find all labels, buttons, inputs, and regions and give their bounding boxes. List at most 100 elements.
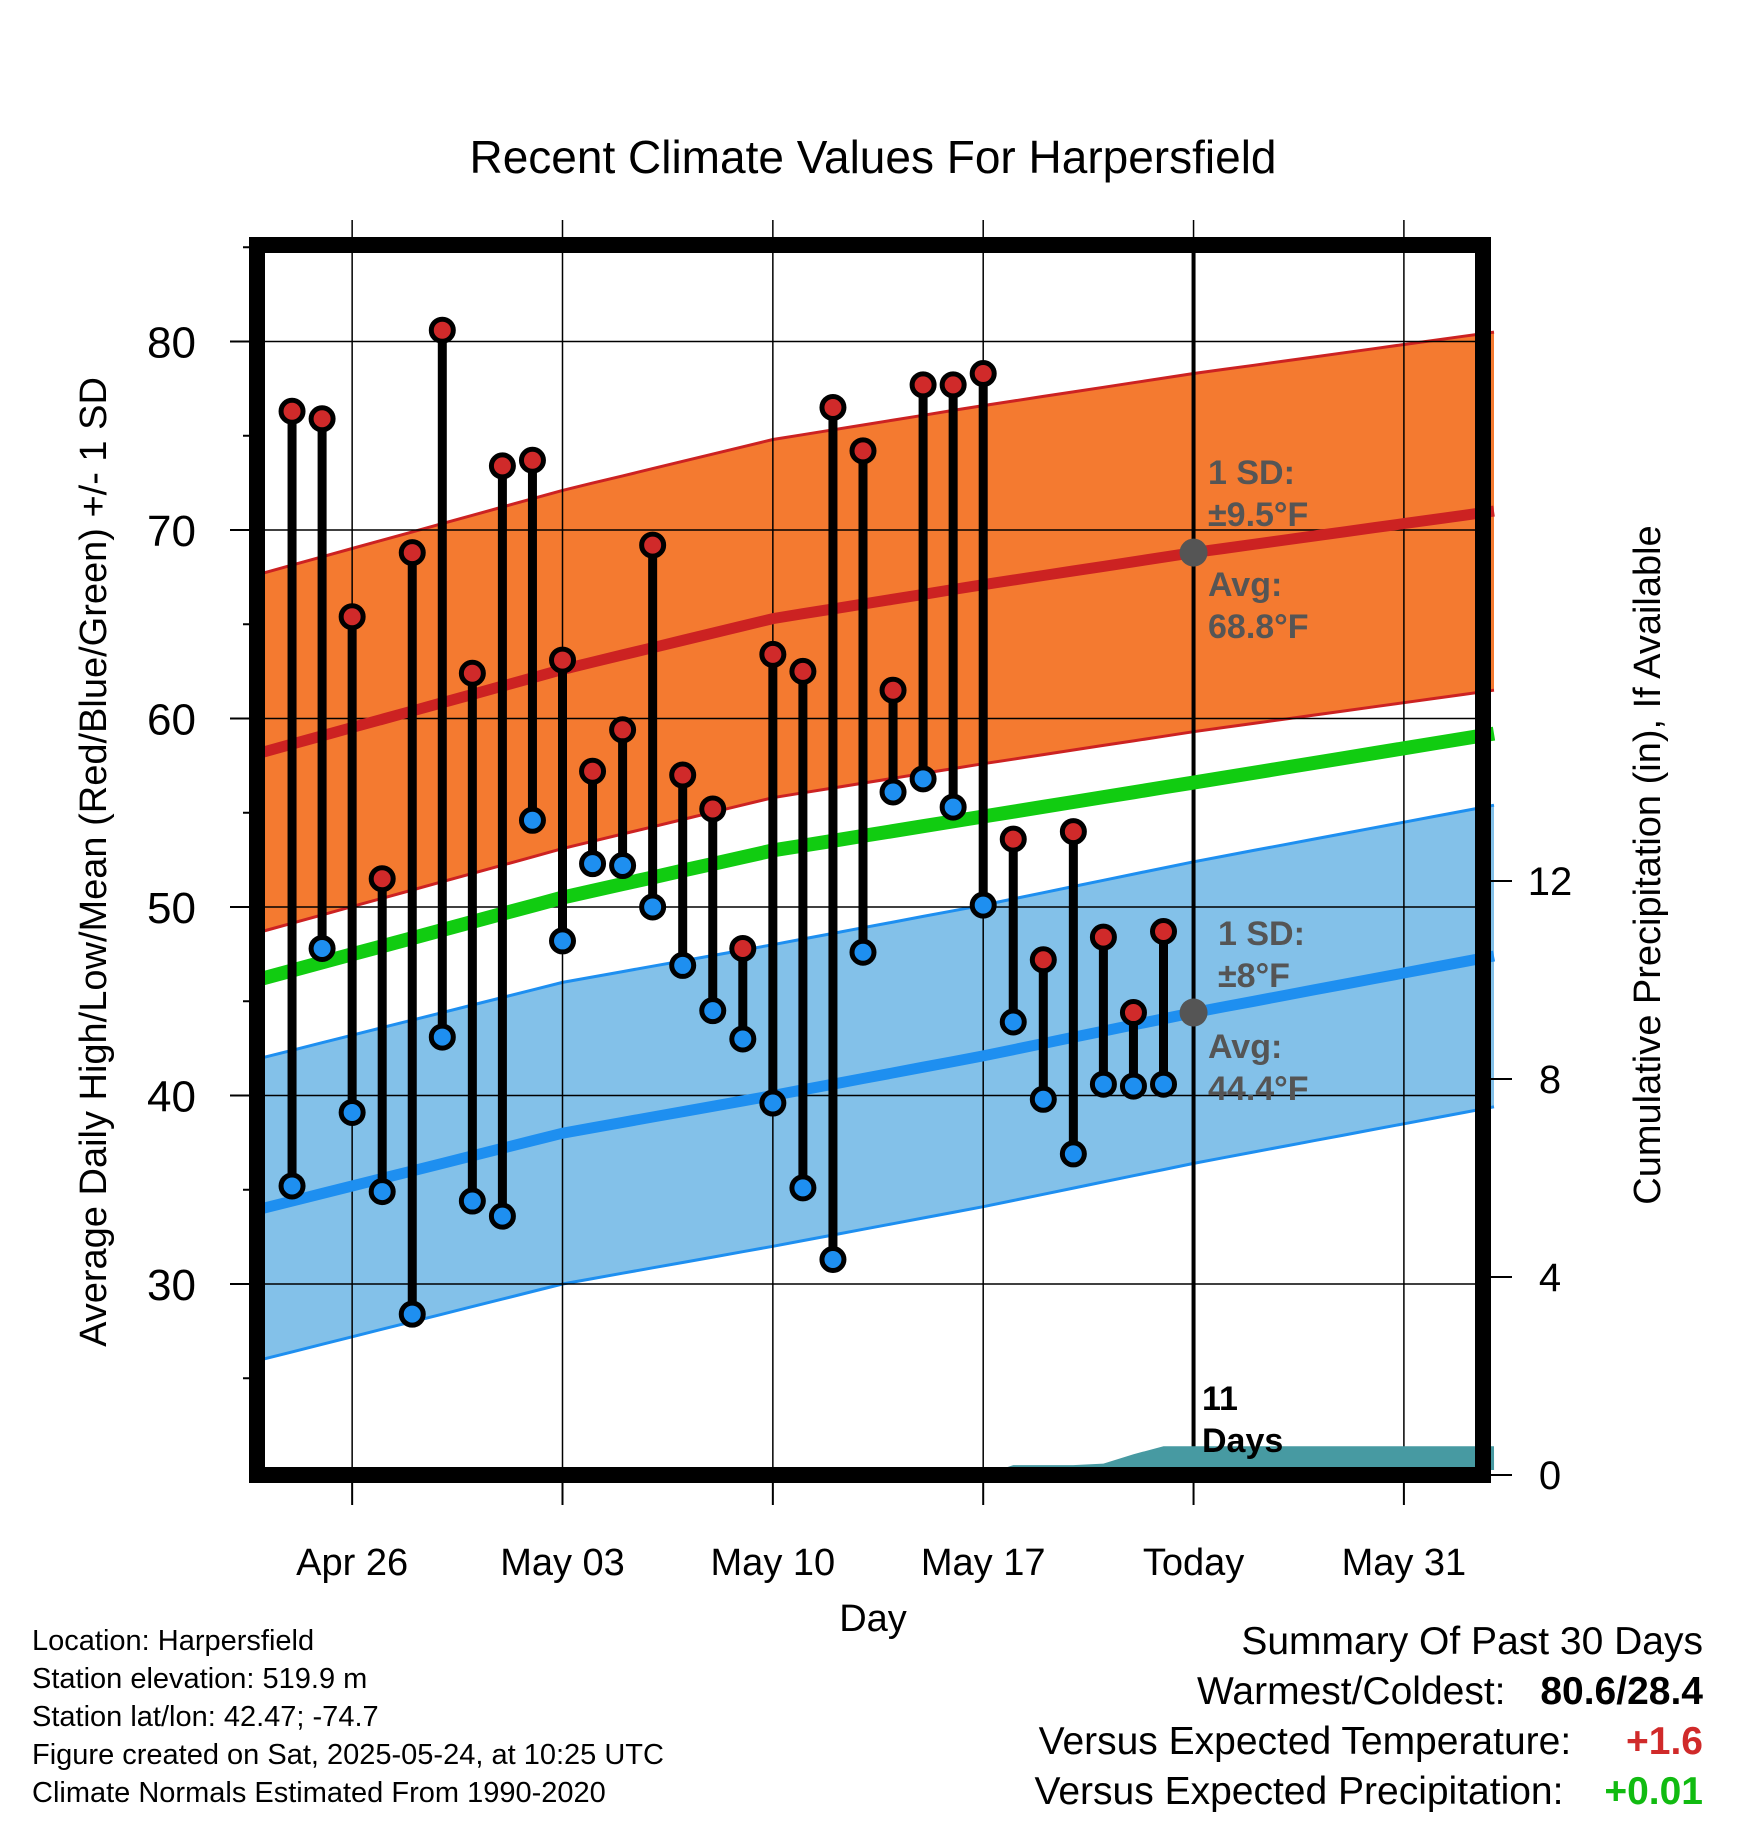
low-point bbox=[789, 1174, 817, 1202]
day-observation bbox=[909, 371, 937, 793]
high-point bbox=[909, 371, 937, 399]
day-observation bbox=[639, 531, 667, 921]
high-point bbox=[699, 795, 727, 823]
high-avg-marker bbox=[1179, 538, 1208, 567]
low-avg-label-line-1: 44.4°F bbox=[1208, 1070, 1309, 1108]
high-sd-band bbox=[262, 332, 1494, 932]
high-point bbox=[609, 716, 637, 744]
high-sd-band-upper-edge bbox=[261, 330, 1495, 575]
y2-axis-label: Cumulative Precipitation (in), If Availa… bbox=[1627, 525, 1669, 1204]
high-avg-label-line-0: Avg: bbox=[1208, 566, 1282, 604]
day-observation bbox=[729, 934, 757, 1053]
low-point bbox=[398, 1300, 426, 1328]
low-point bbox=[458, 1187, 486, 1215]
low-point bbox=[1059, 1140, 1087, 1168]
high-sd-label-line-1: ±9.5°F bbox=[1208, 496, 1308, 534]
day-observation bbox=[789, 657, 817, 1202]
high-point bbox=[819, 393, 847, 421]
high-point bbox=[398, 539, 426, 567]
high-point bbox=[368, 865, 396, 893]
high-point bbox=[428, 316, 456, 344]
y-tick-label: 30 bbox=[147, 1261, 196, 1310]
info-elevation: Station elevation: 519.9 m bbox=[32, 1663, 368, 1695]
day-observation bbox=[849, 437, 877, 966]
day-observation bbox=[1150, 918, 1177, 1098]
info-created: Figure created on Sat, 2025-05-24, at 10… bbox=[32, 1739, 664, 1771]
low-point bbox=[1150, 1070, 1177, 1098]
y-tick-label: 80 bbox=[147, 319, 196, 368]
summary-precip: Versus Expected Precipitation: +0.01 bbox=[1035, 1770, 1704, 1814]
climate-chart: Recent Climate Values For Harpersfield 1… bbox=[73, 131, 1669, 1640]
day-observation bbox=[1119, 999, 1147, 1100]
day-observation bbox=[488, 452, 516, 1230]
normal-high-line bbox=[260, 505, 1495, 758]
high-point bbox=[879, 676, 907, 704]
normal-lines bbox=[260, 505, 1496, 1214]
low-point bbox=[669, 951, 697, 979]
day-observation bbox=[518, 446, 546, 834]
info-location: Location: Harpersfield bbox=[32, 1625, 315, 1657]
high-point bbox=[1029, 946, 1057, 974]
low-point bbox=[338, 1098, 366, 1126]
day-observation bbox=[609, 716, 637, 880]
high-point bbox=[549, 646, 576, 674]
y-tick-label: 60 bbox=[147, 696, 196, 745]
high-point bbox=[669, 761, 697, 789]
chart-axes: 30 40 50 60 70 80 0 4 8 12 Apr 26 May 03 May 10 May 1… bbox=[147, 237, 1572, 1584]
warm-cold-label: Warmest/Coldest: bbox=[1197, 1670, 1506, 1713]
day-observation bbox=[1089, 923, 1117, 1098]
low-point bbox=[939, 793, 967, 821]
low-point bbox=[428, 1023, 456, 1051]
high-point bbox=[969, 360, 997, 388]
chart-annotations: 1 SD: ±9.5°F Avg: 68.8°F 1 SD: ±8°F Avg: 44.4°F… bbox=[1179, 454, 1309, 1460]
low-point bbox=[518, 806, 546, 834]
high-point bbox=[849, 437, 877, 465]
day-observation bbox=[939, 371, 967, 821]
low-point bbox=[909, 765, 937, 793]
high-point bbox=[639, 531, 667, 559]
x-tick-label: May 17 bbox=[921, 1542, 1046, 1584]
x-tick-label: Today bbox=[1143, 1542, 1244, 1584]
summary-title: Summary Of Past 30 Days bbox=[1241, 1620, 1703, 1663]
summary-warm-cold: Warmest/Coldest: 80.6/28.4 bbox=[1197, 1670, 1703, 1714]
high-point bbox=[458, 659, 486, 687]
warm-cold-value: 80.6/28.4 bbox=[1540, 1670, 1703, 1713]
high-point bbox=[518, 446, 546, 474]
day-observation bbox=[759, 640, 787, 1117]
low-sd-band-upper-edge bbox=[261, 803, 1495, 1060]
temp-label: Versus Expected Temperature: bbox=[1038, 1720, 1572, 1763]
low-point bbox=[488, 1202, 516, 1230]
low-sd-label-line-1: ±8°F bbox=[1218, 957, 1290, 995]
day-observation bbox=[579, 757, 607, 878]
high-point bbox=[789, 657, 817, 685]
temp-value: +1.6 bbox=[1626, 1720, 1703, 1763]
high-point bbox=[1089, 923, 1117, 951]
day-observation bbox=[699, 795, 727, 1025]
high-point bbox=[939, 371, 967, 399]
low-point bbox=[1119, 1072, 1147, 1100]
day-observation bbox=[278, 397, 306, 1200]
day-observation bbox=[338, 603, 366, 1126]
y2-tick-label: 8 bbox=[1539, 1058, 1561, 1102]
day-observation bbox=[1029, 946, 1057, 1113]
low-sd-band bbox=[262, 805, 1494, 1360]
y-tick-label: 50 bbox=[147, 884, 196, 933]
day-observation bbox=[368, 865, 396, 1206]
low-point bbox=[819, 1245, 847, 1273]
low-point bbox=[278, 1172, 306, 1200]
low-point bbox=[609, 852, 637, 880]
low-point bbox=[969, 891, 997, 919]
high-point bbox=[488, 452, 516, 480]
day-observation bbox=[1059, 818, 1087, 1168]
low-point bbox=[759, 1089, 787, 1117]
day-observation bbox=[458, 659, 486, 1215]
day-observation bbox=[669, 761, 697, 979]
x-tick-label: May 03 bbox=[500, 1542, 625, 1584]
high-point bbox=[1059, 818, 1087, 846]
high-point bbox=[579, 757, 607, 785]
low-point bbox=[639, 893, 667, 921]
precip-days-label-line-1: Days bbox=[1202, 1422, 1283, 1460]
day-observation bbox=[879, 676, 907, 806]
y-axis-label: Average Daily High/Low/Mean (Red/Blue/Gr… bbox=[73, 377, 115, 1347]
normal-mean-line bbox=[260, 726, 1496, 986]
